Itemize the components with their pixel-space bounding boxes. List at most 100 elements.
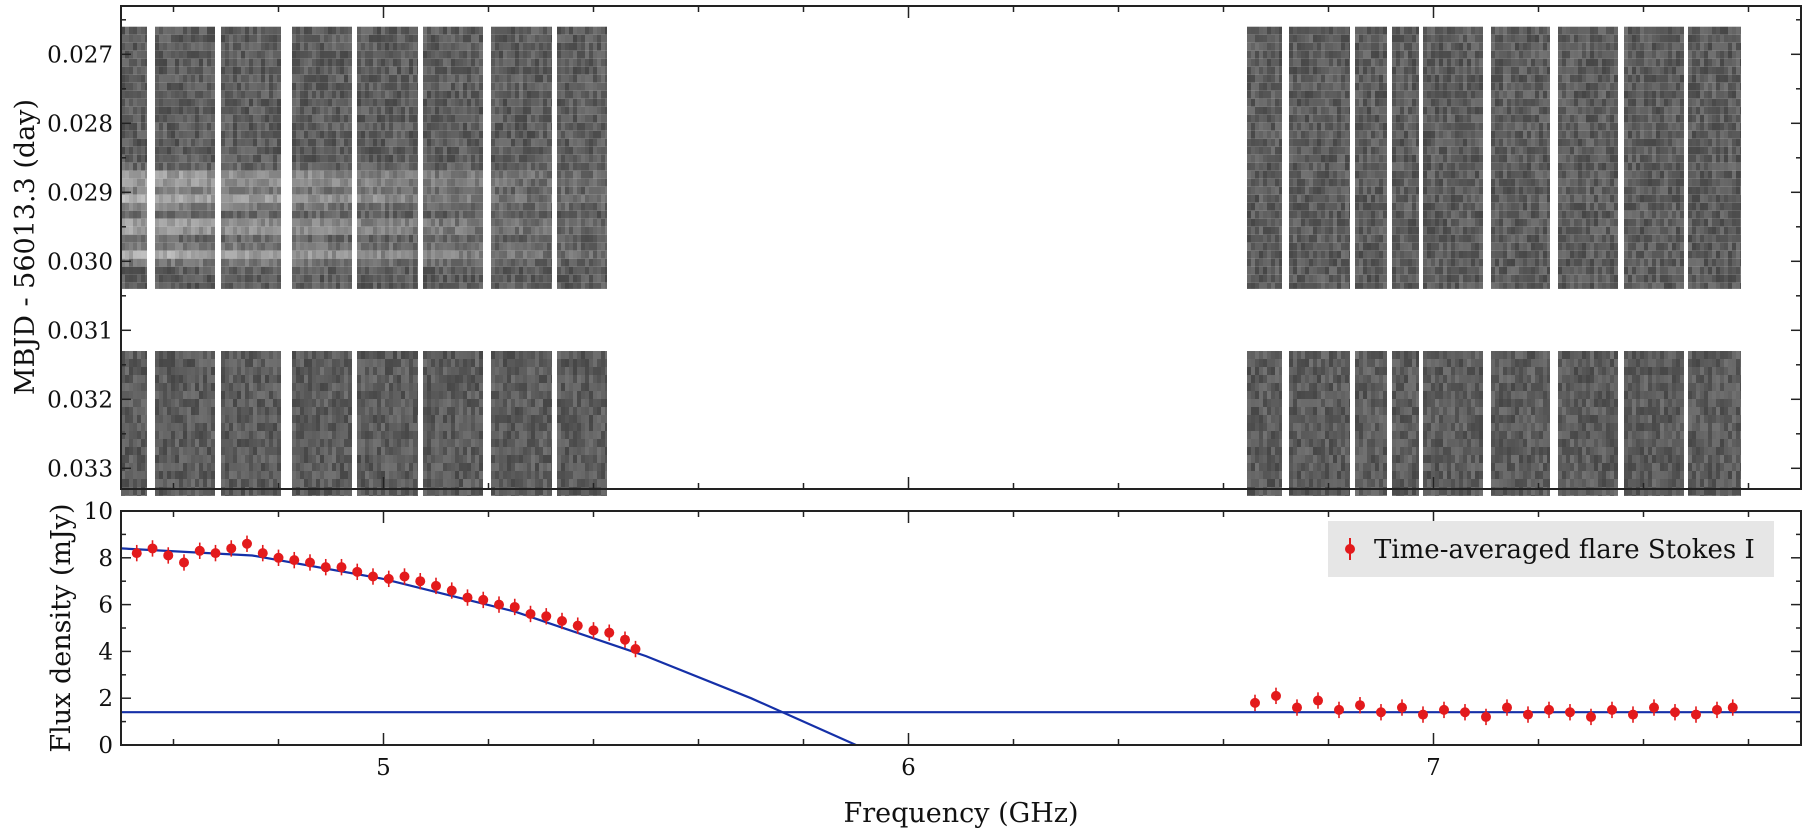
- data-point: [1271, 687, 1281, 705]
- top-y-tick-label: 0.031: [47, 318, 113, 344]
- bottom-plot-frame: [120, 510, 1802, 746]
- data-point: [509, 598, 520, 616]
- data-point: [273, 549, 284, 566]
- data-point: [1649, 699, 1659, 716]
- data-point: [525, 605, 536, 623]
- x-tick-label: 5: [376, 755, 391, 781]
- data-point: [383, 570, 394, 588]
- x-tick-label: 6: [901, 755, 916, 781]
- bottom-y-tick-label: 8: [98, 546, 113, 572]
- spectrum-window-3-block-1: [292, 351, 352, 496]
- data-point: [210, 544, 221, 562]
- spectrum-window-16-block-0: [1688, 26, 1741, 289]
- spectrum-window-13-block-0: [1491, 26, 1550, 289]
- top-y-tick-label: 0.033: [47, 456, 113, 482]
- bottom-y-axis-label: Flux density (mJy): [46, 503, 77, 752]
- data-point: [1502, 699, 1512, 716]
- spectrum-window-9-block-0: [1289, 26, 1350, 289]
- spectrum-window-10-block-1: [1355, 351, 1387, 496]
- data-points: [131, 535, 1738, 726]
- bottom-y-tick-label: 10: [84, 499, 113, 525]
- data-point: [131, 544, 142, 562]
- data-point: [147, 540, 158, 557]
- dynamic-spectrum-panel: 0.027 0.028 0.029 0.030 0.031 0.032 0.033 MBJD…: [10, 5, 1802, 496]
- legend: Time-averaged flare Stokes I: [1328, 521, 1774, 577]
- spectrum-window-12-block-0: [1423, 26, 1483, 289]
- spectrum-window-2-block-0: [221, 26, 281, 289]
- data-point: [1313, 692, 1323, 709]
- data-point: [494, 596, 504, 613]
- dynamic-spectrum-image: [121, 26, 1741, 496]
- data-point: [226, 540, 237, 557]
- data-point: [399, 568, 410, 585]
- data-point: [179, 554, 189, 571]
- data-point: [1250, 694, 1260, 712]
- spectrum-window-5-block-0: [423, 26, 483, 289]
- data-point: [1670, 704, 1680, 721]
- spectrum-window-7-block-1: [557, 351, 607, 496]
- spectrum-window-11-block-1: [1392, 351, 1419, 496]
- spectrum-window-15-block-1: [1624, 351, 1684, 496]
- spectrum-window-5-block-1: [423, 351, 483, 496]
- data-point: [242, 535, 252, 552]
- data-point: [1397, 699, 1407, 716]
- spectrum-window-11-block-0: [1392, 26, 1419, 289]
- spectrum-window-8-block-1: [1247, 351, 1282, 496]
- legend-box: [1328, 521, 1774, 577]
- spectrum-window-14-block-1: [1558, 351, 1618, 496]
- data-point: [1628, 706, 1638, 723]
- spectrum-window-12-block-1: [1423, 351, 1483, 496]
- data-point: [352, 563, 363, 581]
- spectrum-window-3-block-0: [292, 26, 352, 289]
- data-point: [1523, 706, 1533, 723]
- data-point: [1712, 701, 1722, 719]
- spectrum-window-7-block-0: [557, 26, 607, 289]
- spectrum-window-0-block-1: [121, 351, 147, 496]
- spectrum-window-16-block-1: [1688, 351, 1741, 496]
- bottom-y-axis: 0 2 4 6 8 10: [84, 499, 1801, 759]
- legend-marker-icon: [1345, 544, 1355, 554]
- spectrum-window-1-block-0: [155, 26, 215, 289]
- data-point: [1607, 701, 1617, 719]
- data-point: [305, 554, 315, 571]
- data-point: [1439, 701, 1449, 719]
- top-y-axis-label: MBJD - 56013.3 (day): [10, 99, 41, 395]
- data-point: [1418, 706, 1428, 723]
- data-point: [415, 573, 426, 590]
- data-point: [604, 624, 615, 641]
- data-point: [163, 547, 174, 564]
- spectrum-window-0-block-0: [121, 26, 147, 289]
- top-y-axis: 0.027 0.028 0.029 0.030 0.031 0.032 0.033: [47, 19, 1801, 482]
- top-y-tick-label: 0.028: [47, 111, 113, 137]
- top-y-tick-label: 0.029: [47, 180, 113, 206]
- data-point: [431, 577, 441, 595]
- spectrum-window-4-block-1: [357, 351, 418, 496]
- top-y-tick-label: 0.027: [47, 42, 113, 68]
- data-point: [1355, 697, 1365, 714]
- bottom-y-tick-label: 4: [98, 639, 113, 665]
- data-point: [257, 544, 268, 562]
- data-point: [1691, 706, 1701, 723]
- data-point: [630, 640, 641, 658]
- data-point: [1544, 701, 1554, 719]
- fit-line-0: [120, 547, 857, 747]
- x-tick-label: 7: [1426, 755, 1441, 781]
- data-point: [289, 551, 300, 569]
- spectrum-window-6-block-1: [491, 351, 552, 496]
- data-point: [1376, 704, 1386, 721]
- flux-spectrum-panel: 0 2 4 6 8 10 5 6 7 Time-averaged flare Stokes I…: [46, 499, 1802, 829]
- spectrum-window-13-block-1: [1491, 351, 1550, 496]
- legend-label: Time-averaged flare Stokes I: [1374, 535, 1755, 565]
- data-point: [446, 582, 457, 599]
- bottom-y-tick-label: 0: [98, 733, 113, 759]
- data-point: [1460, 704, 1470, 721]
- data-point: [1727, 699, 1738, 716]
- data-point: [620, 631, 630, 648]
- data-point: [336, 558, 347, 576]
- data-point: [588, 622, 599, 639]
- spectrum-window-15-block-0: [1624, 26, 1684, 289]
- data-point: [1586, 708, 1596, 726]
- bottom-y-tick-label: 2: [98, 686, 113, 712]
- data-point: [320, 558, 331, 576]
